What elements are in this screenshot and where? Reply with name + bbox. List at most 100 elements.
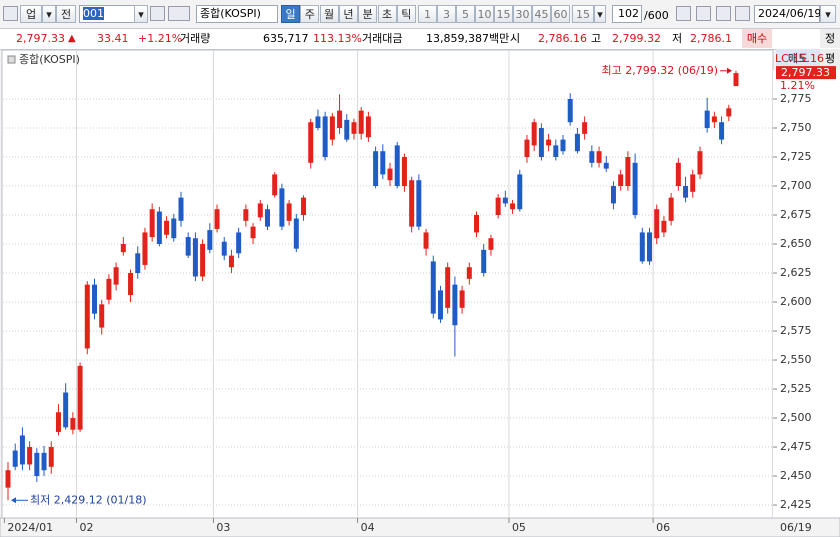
up-arrow: ▲: [68, 33, 76, 44]
candle-body: [214, 209, 220, 229]
dropdown-arrow[interactable]: ▾: [594, 5, 606, 23]
candle-body: [34, 452, 40, 477]
calendar-button[interactable]: ▾: [820, 5, 836, 23]
volume-ratio: 113.13%: [313, 32, 362, 45]
period-button[interactable]: 월: [319, 5, 339, 23]
period-button[interactable]: 초: [377, 5, 397, 23]
low: 2,786.1: [690, 32, 732, 45]
correct-button[interactable]: 정: [820, 29, 840, 48]
candle-body: [164, 220, 170, 235]
candle-body: [55, 412, 61, 432]
candle-body: [697, 151, 703, 175]
search-icon[interactable]: [150, 6, 165, 21]
candle-body: [243, 209, 249, 221]
candle-body: [647, 232, 653, 262]
interval-value: 15: [576, 8, 590, 21]
candle-body: [733, 73, 739, 87]
count-max: /600: [644, 9, 669, 22]
candle-body: [106, 278, 112, 300]
lc-label: LC:15.16: [775, 52, 824, 65]
candle-body: [329, 116, 335, 140]
candle-body: [293, 218, 299, 249]
candle-body: [596, 151, 602, 163]
candle-body: [135, 253, 141, 274]
candle-body: [200, 244, 206, 277]
candle-body: [257, 203, 263, 218]
sound-icon[interactable]: [168, 6, 190, 21]
period-button[interactable]: 주: [300, 5, 320, 23]
candle-body: [301, 197, 307, 216]
y-tick-label: 2,600: [780, 295, 812, 308]
candle-body: [409, 180, 415, 227]
candle-body: [495, 197, 501, 216]
candle-body: [668, 197, 674, 221]
dropdown-arrow[interactable]: ▾: [42, 5, 56, 23]
amount: 13,859,387백만: [426, 32, 510, 45]
interval-button[interactable]: 5: [456, 5, 475, 23]
candle-body: [452, 284, 458, 326]
menu-icon[interactable]: [3, 6, 18, 21]
buy-button[interactable]: 매수: [742, 29, 772, 48]
line-icon[interactable]: [696, 6, 711, 21]
candle-icon[interactable]: [676, 6, 691, 21]
candle-body: [120, 244, 126, 253]
low-note: 최저 2,429.12 (01/18): [30, 493, 147, 506]
x-axis-area: [0, 517, 840, 537]
settings-icon[interactable]: [735, 6, 750, 21]
candle-body: [344, 119, 350, 140]
interval-button[interactable]: 15: [494, 5, 513, 23]
save-icon[interactable]: [716, 6, 731, 21]
candle-body: [582, 122, 588, 134]
y-tick-label: 2,700: [780, 179, 812, 192]
candle-body: [603, 162, 609, 169]
candle-body: [77, 365, 83, 430]
period-button[interactable]: 일: [281, 5, 300, 23]
candle-body: [524, 139, 530, 158]
x-tick-label: 2024/01: [7, 521, 53, 534]
market-button[interactable]: 업: [20, 5, 42, 23]
candle-body: [207, 230, 213, 250]
y-axis-area: [773, 70, 840, 518]
candle-body: [567, 99, 573, 123]
avg-button[interactable]: 평: [820, 49, 840, 69]
interval-button[interactable]: 45: [532, 5, 551, 23]
candle-body: [178, 197, 184, 221]
dropdown-arrow[interactable]: ▾: [134, 5, 148, 23]
open-label: 시: [510, 32, 521, 45]
name-input[interactable]: 종합(KOSPI): [196, 5, 278, 23]
period-button[interactable]: 틱: [396, 5, 416, 23]
x-tick-label: 02: [79, 521, 93, 534]
date-input[interactable]: 2024/06/19: [754, 5, 821, 23]
sell-button[interactable]: 매도: [776, 49, 820, 69]
candle-body: [625, 157, 631, 187]
candle-body: [19, 435, 25, 465]
candle-body: [726, 108, 732, 117]
interval-button[interactable]: 60: [551, 5, 570, 23]
count-input[interactable]: 102: [612, 5, 642, 23]
period-button[interactable]: 분: [358, 5, 378, 23]
candle-body: [531, 122, 537, 146]
amount-label: 거래대금: [362, 32, 403, 45]
candle-body: [445, 267, 451, 308]
high-label: 고: [591, 32, 602, 45]
candle-body: [423, 232, 429, 249]
candle-body: [430, 261, 436, 314]
scope-button[interactable]: 전: [56, 5, 76, 23]
candle-body: [481, 249, 487, 274]
interval-select[interactable]: 15: [572, 5, 594, 23]
interval-button[interactable]: 3: [437, 5, 456, 23]
candle-body: [401, 157, 407, 187]
candle-body: [250, 226, 256, 239]
series-icon: [7, 55, 16, 64]
candle-body: [510, 203, 516, 210]
code-input[interactable]: 001: [79, 5, 135, 23]
high-arrowhead: [727, 67, 732, 74]
interval-button[interactable]: 30: [513, 5, 532, 23]
y-tick-label: 2,550: [780, 353, 812, 366]
period-button[interactable]: 년: [338, 5, 358, 23]
candle-body: [517, 174, 523, 210]
info-bar: 2,797.33 ▲ 33.41 +1.21% 거래량 635,717 113.…: [0, 28, 840, 50]
interval-button[interactable]: 10: [475, 5, 494, 23]
interval-button[interactable]: 1: [418, 5, 437, 23]
candle-body: [12, 450, 18, 467]
